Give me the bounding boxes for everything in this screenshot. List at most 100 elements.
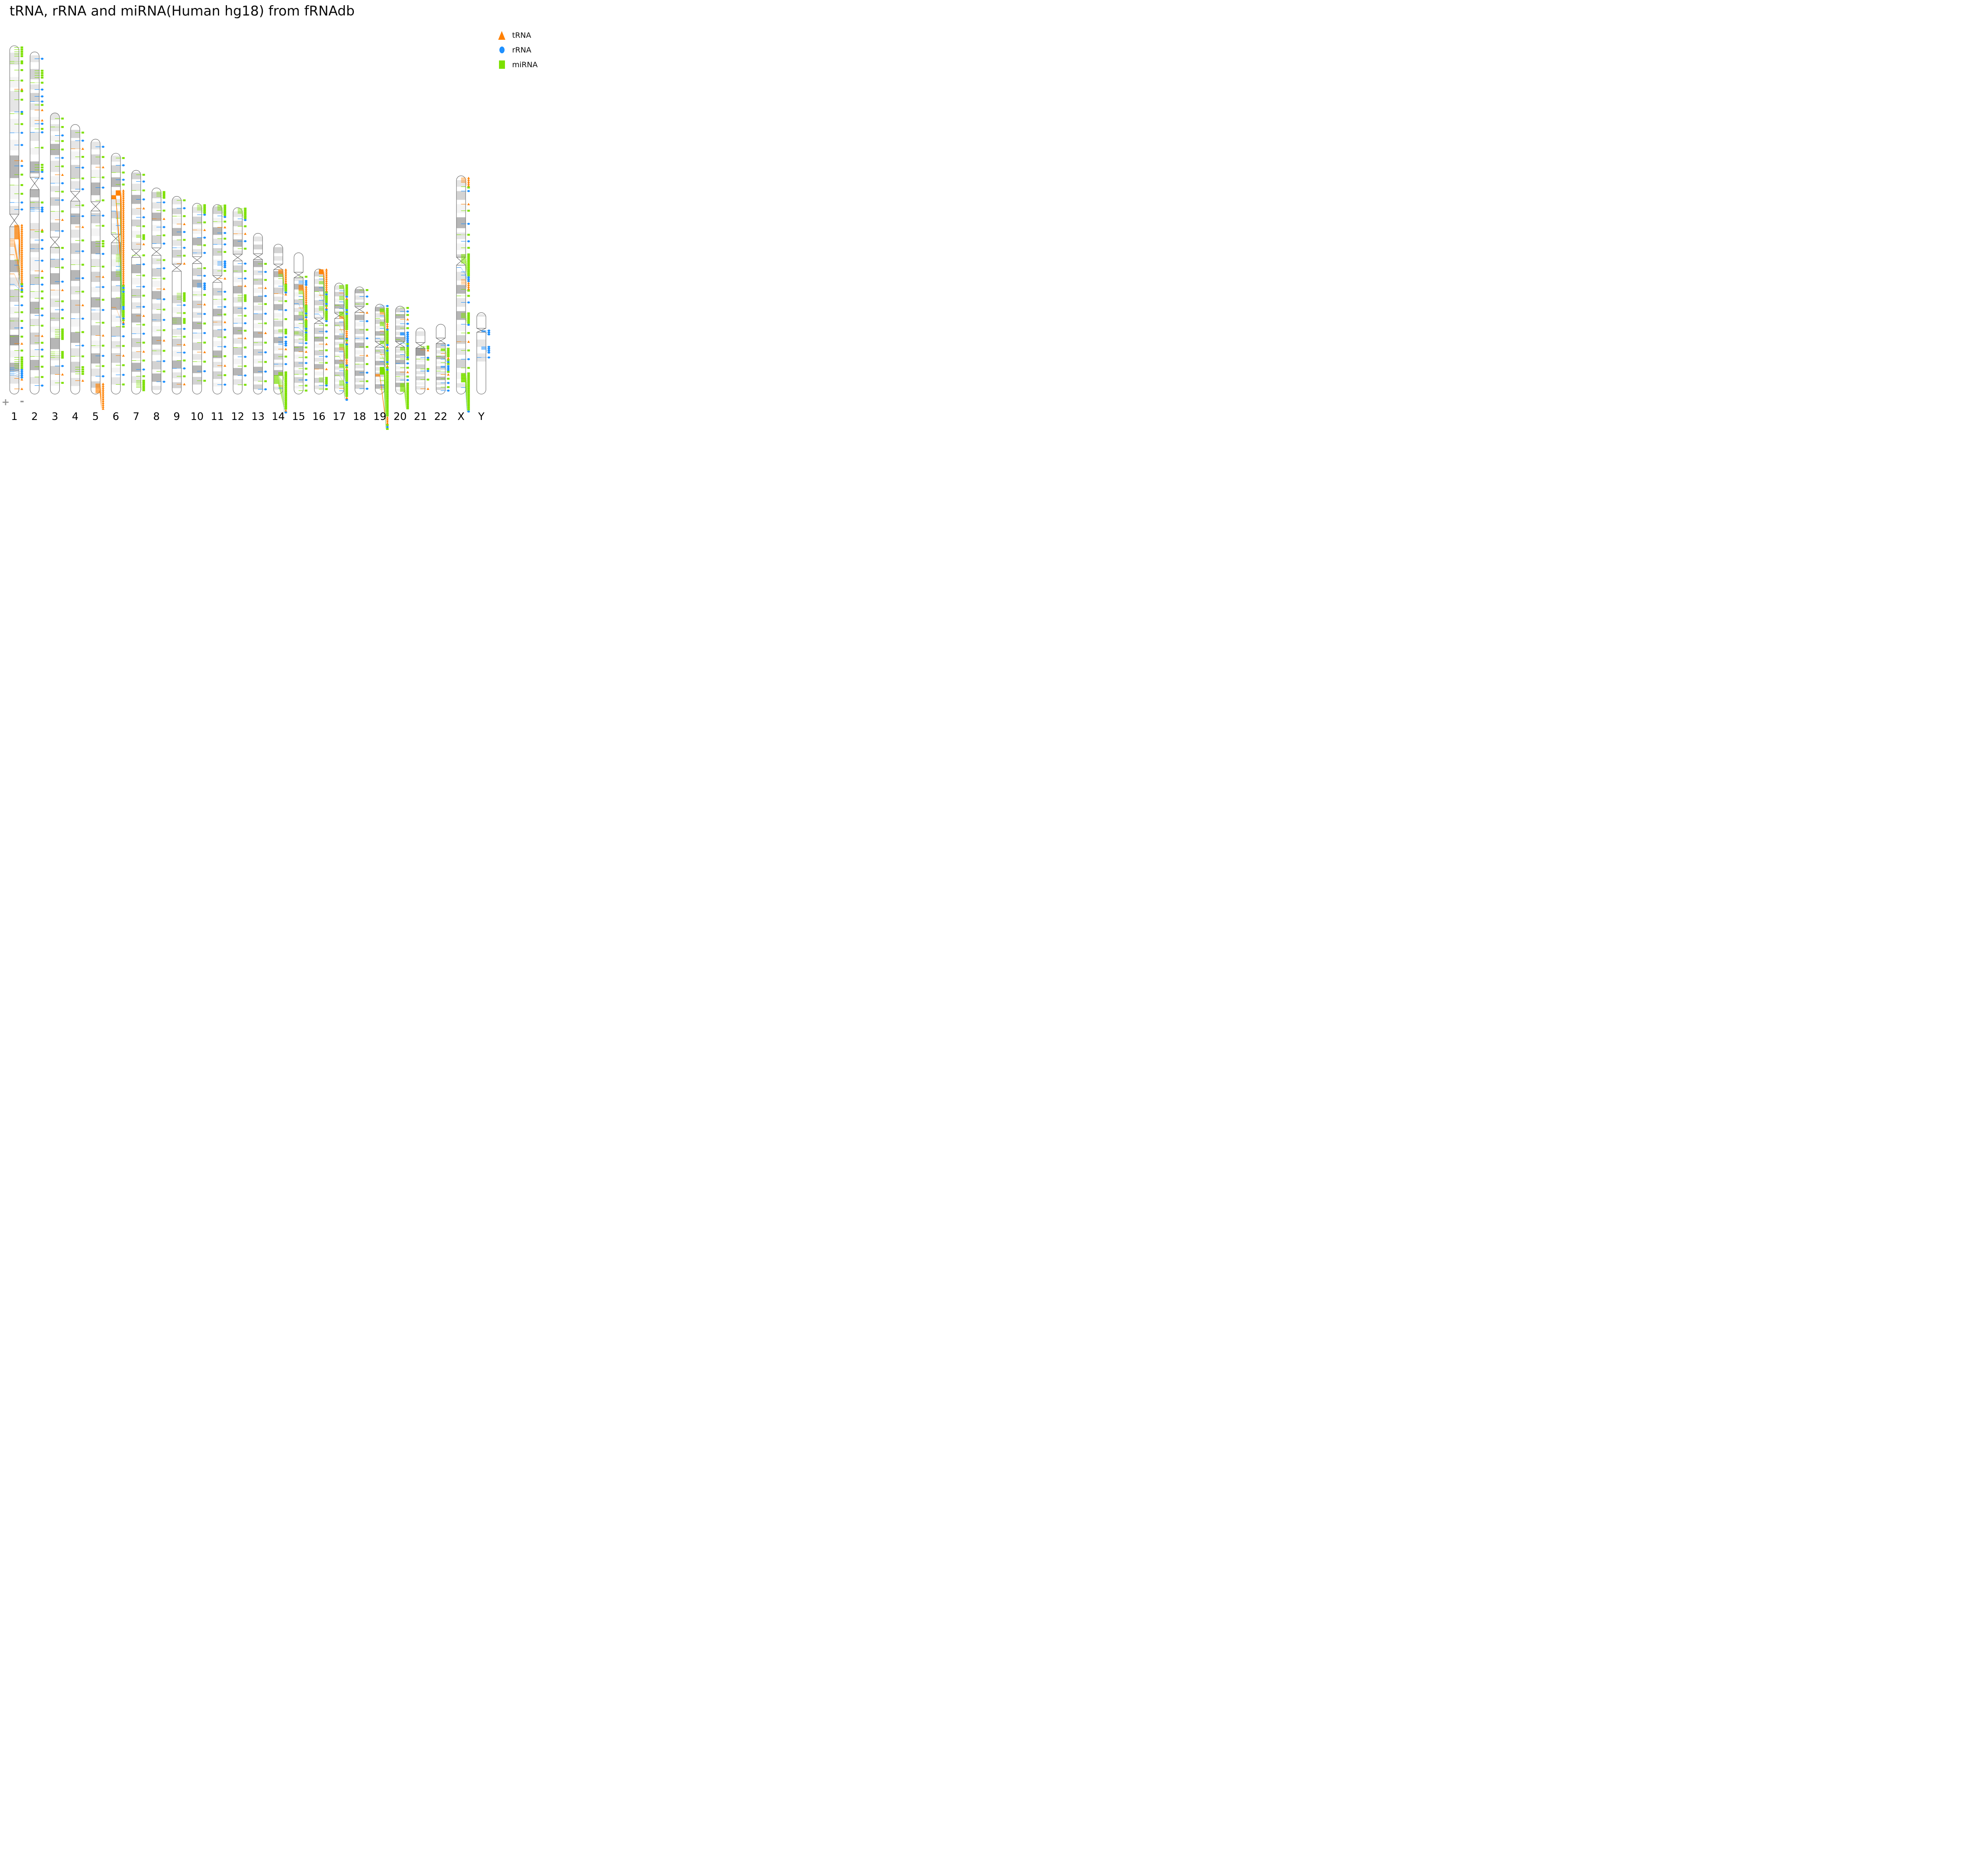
mirna-square-marker-icon bbox=[244, 330, 247, 332]
trna-triangle-marker-icon bbox=[122, 262, 125, 264]
mirna-square-marker-icon bbox=[244, 294, 247, 296]
chromosome-band bbox=[355, 364, 364, 369]
leader-line bbox=[465, 375, 467, 379]
mirna-square-marker-icon bbox=[20, 99, 23, 101]
mirna-square-marker-icon bbox=[284, 385, 287, 387]
mirna-square-marker-icon bbox=[305, 389, 308, 392]
leader-line bbox=[282, 274, 284, 285]
mirna-square-marker-icon bbox=[183, 320, 186, 322]
rrna-circle-marker-icon bbox=[122, 323, 125, 325]
leader-line bbox=[18, 226, 21, 229]
trna-triangle-marker-icon bbox=[20, 225, 23, 228]
chromosome-band bbox=[456, 204, 466, 213]
rrna-circle-marker-icon bbox=[305, 379, 308, 381]
leader-line bbox=[323, 379, 325, 380]
mirna-square-marker-icon bbox=[61, 356, 64, 359]
chromosome-band bbox=[111, 297, 120, 310]
trna-triangle-marker-icon bbox=[81, 304, 84, 306]
chromosome-band bbox=[172, 372, 182, 379]
trna-triangle-marker-icon bbox=[61, 289, 64, 291]
rrna-circle-marker-icon bbox=[447, 344, 450, 346]
trna-triangle-marker-icon bbox=[345, 335, 348, 338]
mirna-square-marker-icon bbox=[20, 363, 23, 365]
chromosome-band bbox=[30, 132, 39, 141]
rrna-circle-marker-icon bbox=[305, 328, 308, 330]
leader-line bbox=[404, 333, 406, 336]
rrna-circle-marker-icon bbox=[284, 292, 287, 294]
chromosome-band bbox=[91, 287, 100, 292]
chromosome-label-Y: Y bbox=[478, 411, 485, 423]
chromosome-band bbox=[314, 300, 324, 305]
chromosome-band bbox=[151, 212, 161, 221]
centromere-cross-icon bbox=[10, 214, 19, 227]
leader-line bbox=[343, 288, 346, 293]
leader-line bbox=[441, 356, 447, 360]
rrna-circle-marker-icon bbox=[325, 384, 328, 387]
mirna-square-marker-icon bbox=[122, 285, 125, 287]
mirna-square-marker-icon bbox=[305, 335, 308, 338]
leader-line bbox=[384, 334, 386, 349]
chromosome-band bbox=[50, 366, 60, 375]
chromosome-band bbox=[456, 335, 466, 344]
leader-line bbox=[343, 288, 346, 295]
trna-triangle-marker-icon bbox=[325, 276, 328, 278]
mirna-square-marker-icon bbox=[386, 330, 389, 333]
p-arm-outline bbox=[9, 45, 19, 215]
leader-line bbox=[404, 388, 406, 397]
rrna-circle-marker-icon bbox=[41, 239, 44, 241]
mirna-square-marker-icon bbox=[467, 268, 470, 271]
mirna-square-marker-icon bbox=[386, 399, 389, 401]
leader-line bbox=[120, 190, 122, 193]
chromosome-band bbox=[30, 301, 39, 314]
mirna-square-marker-icon bbox=[20, 311, 23, 313]
mirna-square-marker-icon bbox=[386, 334, 389, 336]
rrna-circle-marker-icon bbox=[284, 309, 287, 311]
q-arm-outline bbox=[70, 201, 80, 395]
chromosome-7 bbox=[131, 170, 145, 395]
leader-line bbox=[161, 194, 163, 196]
leader-line bbox=[445, 362, 447, 364]
leader-line bbox=[221, 264, 223, 266]
rrna-circle-marker-icon bbox=[41, 210, 44, 213]
rrna-circle-marker-icon bbox=[101, 375, 105, 377]
chromosome-band bbox=[111, 327, 120, 336]
trna-triangle-marker-icon bbox=[386, 345, 389, 348]
rrna-circle-marker-icon bbox=[406, 333, 409, 336]
leader-line bbox=[14, 369, 20, 372]
trna-triangle-marker-icon bbox=[41, 119, 44, 122]
leader-line bbox=[384, 314, 386, 328]
mirna-square-marker-icon bbox=[305, 314, 308, 317]
leader-line bbox=[140, 386, 142, 389]
mirna-square-marker-icon bbox=[447, 386, 450, 388]
mirna-square-marker-icon bbox=[325, 383, 328, 385]
leader-line bbox=[465, 263, 467, 276]
mirna-square-marker-icon bbox=[82, 131, 84, 134]
chromosome-band bbox=[213, 239, 222, 245]
rrna-circle-marker-icon bbox=[41, 208, 44, 211]
rrna-circle-marker-icon bbox=[386, 369, 389, 371]
leader-line bbox=[323, 271, 325, 278]
leader-line bbox=[282, 278, 284, 291]
leader-line bbox=[140, 385, 142, 387]
rrna-circle-marker-icon bbox=[325, 303, 328, 305]
chromosome-band bbox=[274, 346, 283, 351]
leader-line bbox=[282, 388, 284, 413]
mirna-square-marker-icon bbox=[122, 315, 125, 318]
chromosome-band bbox=[70, 213, 80, 224]
rrna-circle-marker-icon bbox=[20, 304, 23, 307]
rrna-circle-marker-icon bbox=[20, 327, 23, 329]
mirna-square-marker-icon bbox=[102, 243, 105, 245]
q-arm-outline bbox=[212, 282, 222, 395]
mirna-square-marker-icon bbox=[163, 370, 165, 373]
chromosome-band bbox=[192, 237, 202, 245]
mirna-square-marker-icon bbox=[41, 231, 44, 233]
rrna-circle-marker-icon bbox=[487, 356, 491, 359]
chromosome-band bbox=[30, 332, 39, 345]
leader-line bbox=[445, 349, 447, 351]
leader-line bbox=[343, 350, 346, 364]
mirna-square-marker-icon bbox=[467, 266, 470, 269]
chromosome-band bbox=[395, 377, 405, 381]
trna-triangle-marker-icon bbox=[122, 208, 125, 211]
leader-line bbox=[384, 322, 386, 334]
chromosome-band bbox=[274, 280, 283, 285]
